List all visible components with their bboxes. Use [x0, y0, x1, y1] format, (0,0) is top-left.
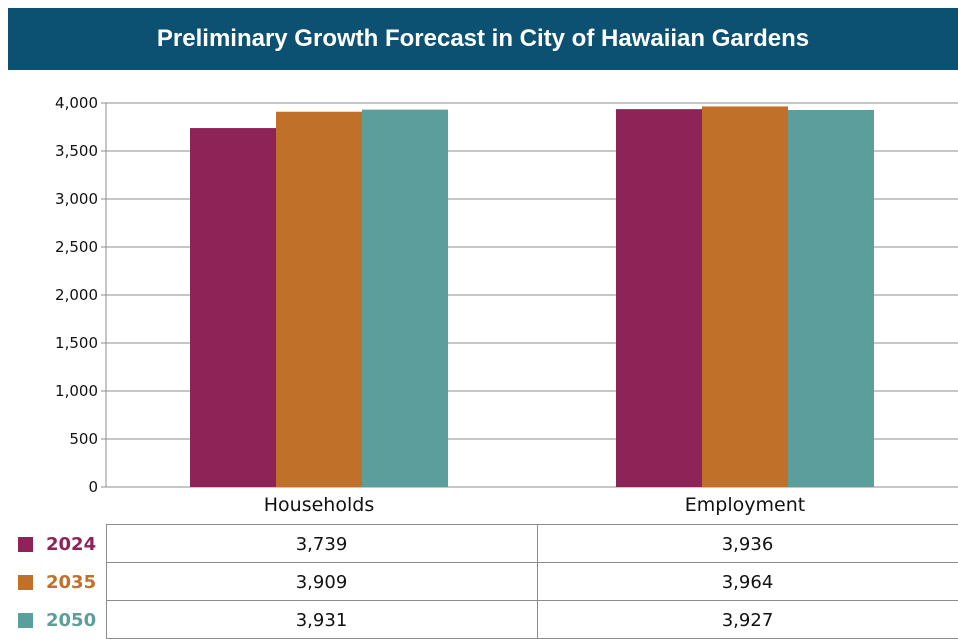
y-tick-label: 4,000	[55, 94, 98, 112]
bar-2050-households	[362, 109, 448, 488]
legend-swatch	[18, 612, 33, 628]
legend-swatch	[18, 536, 33, 552]
legend-label: 2035	[46, 571, 97, 593]
x-category-label: Households	[264, 494, 374, 516]
legend-item-2024: 2024	[18, 525, 103, 563]
table-hline	[106, 524, 958, 525]
table-cell: 3,931	[295, 609, 348, 631]
legend-item-2050: 2050	[18, 601, 103, 639]
bar-2050-employment	[788, 110, 874, 488]
table-cell: 3,936	[721, 533, 774, 555]
y-tick-label: 2,500	[55, 238, 98, 256]
y-tick-label: 2,000	[55, 286, 98, 304]
chart-title: Preliminary Growth Forecast in City of H…	[8, 8, 958, 70]
y-tick-label: 3,000	[55, 190, 98, 208]
bar-2024-employment	[616, 109, 702, 488]
bar-2035-households	[276, 111, 362, 488]
table-cell: 3,909	[295, 571, 348, 593]
table-cell: 3,927	[721, 609, 774, 631]
x-category-label: Employment	[685, 494, 805, 516]
y-tick-label: 1,000	[55, 382, 98, 400]
bar-chart: 0 500 1,000 1,500 2,000 2,500 3,000 3,500 4,000 H…	[55, 94, 958, 516]
table-cell: 3,739	[295, 533, 348, 555]
y-tick-label: 0	[88, 478, 98, 496]
table-vline	[106, 524, 107, 639]
table-hline	[106, 600, 958, 601]
y-tick-label: 1,500	[55, 334, 98, 352]
legend-label: 2024	[46, 533, 97, 555]
table-hline	[106, 562, 958, 563]
legend-item-2035: 2035	[18, 563, 103, 601]
legend-label: 2050	[46, 609, 97, 631]
bar-2035-employment	[702, 106, 788, 488]
y-tick-label: 3,500	[55, 142, 98, 160]
legend-swatch	[18, 574, 33, 590]
table-cell: 3,964	[721, 571, 774, 593]
y-tick-label: 500	[69, 430, 98, 448]
bar-2024-households	[190, 128, 276, 487]
table-vline	[537, 524, 538, 639]
